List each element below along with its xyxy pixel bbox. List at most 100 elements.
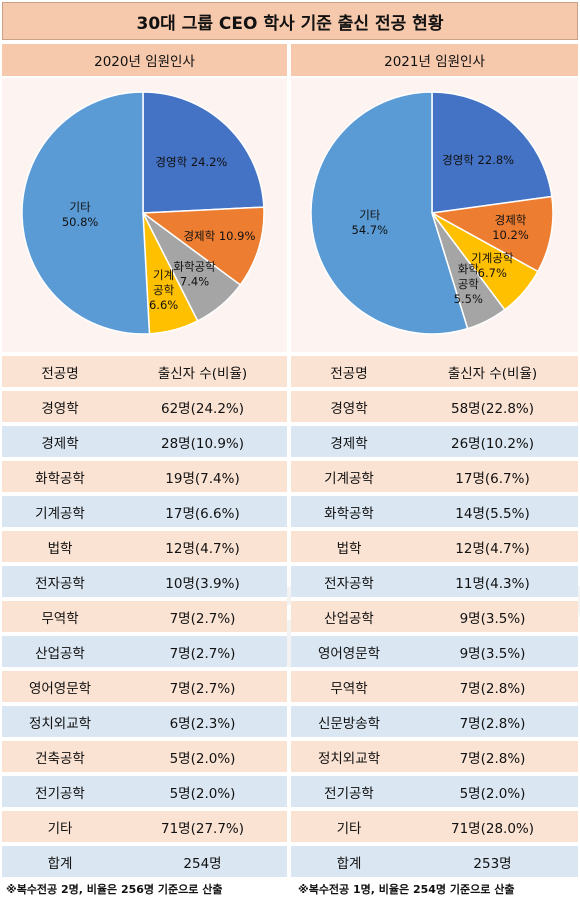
table-row: 무역학 7명(2.7%) — [2, 599, 287, 636]
table-row: 화학공학 19명(7.4%) — [2, 459, 287, 496]
count-cell: 71명(27.7%) — [118, 809, 287, 846]
major-name-cell: 법학 — [2, 529, 118, 566]
major-name-cell: 산업공학 — [2, 634, 118, 671]
pie-2020-label-2: 화학공학 7.4% — [173, 260, 216, 289]
table-row: 산업공학 9명(3.5%) — [291, 599, 578, 636]
pie-2020-label-1: 경제학 10.9% — [183, 229, 255, 243]
table-header-row: 전공명 출신자 수(비율) — [2, 356, 287, 391]
major-name-cell: 합계 — [291, 844, 407, 877]
pie-2020-slice-1 — [140, 206, 265, 287]
table-row: 기타 71명(27.7%) — [2, 809, 287, 846]
pie-chart-2021-svg: 경영학 22.8% 경제학 10.2% 기계공학 6.7%화학 공학 5.5% 기타 54.7% — [310, 91, 554, 335]
count-cell: 7명(2.8%) — [407, 669, 578, 706]
table-row: 건축공학 5명(2.0%) — [2, 739, 287, 776]
table-row: 기계공학 17명(6.7%) — [291, 459, 578, 496]
count-cell: 7명(2.8%) — [407, 704, 578, 741]
count-cell: 62명(24.2%) — [118, 389, 287, 426]
pie-2021-label-4: 기타 54.7% — [352, 208, 389, 237]
footnote-2020: ※복수전공 2명, 비율은 256명 기준으로 산출 — [6, 883, 223, 896]
major-name-cell: 기계공학 — [2, 494, 118, 531]
table-row: 전기공학 5명(2.0%) — [2, 774, 287, 811]
pie-2021-label-1: 경제학 10.2% — [492, 213, 529, 242]
count-cell: 10명(3.9%) — [118, 564, 287, 601]
count-cell: 14명(5.5%) — [407, 494, 578, 531]
table-row: 경제학 28명(10.9%) — [2, 424, 287, 461]
major-name-cell: 전자공학 — [2, 564, 118, 601]
count-cell: 7명(2.8%) — [407, 739, 578, 776]
pie-2021-slice-1 — [429, 195, 554, 273]
table-row: 무역학 7명(2.8%) — [291, 669, 578, 706]
table-row: 경영학 58명(22.8%) — [291, 389, 578, 426]
count-cell: 17명(6.7%) — [407, 459, 578, 496]
table-row: 경영학 62명(24.2%) — [2, 389, 287, 426]
pie-2021-slice-4 — [310, 91, 469, 335]
major-name-cell: 화학공학 — [2, 459, 118, 496]
count-cell: 7명(2.7%) — [118, 634, 287, 671]
count-cell: 5명(2.0%) — [118, 774, 287, 811]
page-title: 30대 그룹 CEO 학사 기준 출신 전공 현황 — [2, 2, 578, 40]
major-name-cell: 무역학 — [291, 669, 407, 706]
table-total-row: 합계 254명 — [2, 844, 287, 877]
major-name-cell: 산업공학 — [291, 599, 407, 636]
header-count: 출신자 수(비율) — [407, 356, 578, 391]
count-cell: 19명(7.4%) — [118, 459, 287, 496]
header-major: 전공명 — [291, 356, 407, 391]
count-cell: 7명(2.7%) — [118, 669, 287, 706]
count-cell: 253명 — [407, 844, 578, 877]
major-name-cell: 정치외교학 — [291, 739, 407, 776]
pie-2021-label-3: 화학 공학 5.5% — [454, 262, 483, 306]
pie-2020-slice-0 — [142, 91, 265, 214]
count-cell: 11명(4.3%) — [407, 564, 578, 601]
table-row: 전자공학 11명(4.3%) — [291, 564, 578, 601]
table-row: 영어영문학 9명(3.5%) — [291, 634, 578, 671]
major-name-cell: 전기공학 — [291, 774, 407, 811]
table-row: 법학 12명(4.7%) — [291, 529, 578, 566]
major-name-cell: 경영학 — [2, 389, 118, 426]
count-cell: 17명(6.6%) — [118, 494, 287, 531]
major-name-cell: 신문방송학 — [291, 704, 407, 741]
chart-2020-title: 2020년 임원인사 — [2, 44, 287, 76]
table-total-row: 합계 253명 — [291, 844, 578, 877]
pie-2021-label-2: 기계공학 6.7% — [471, 251, 514, 280]
count-cell: 26명(10.2%) — [407, 424, 578, 461]
table-row: 전자공학 10명(3.9%) — [2, 564, 287, 601]
count-cell: 5명(2.0%) — [407, 774, 578, 811]
pie-2021-label-0: 경영학 22.8% — [442, 153, 514, 167]
table-row: 기타 71명(28.0%) — [291, 809, 578, 846]
major-name-cell: 기계공학 — [291, 459, 407, 496]
pie-chart-2020: 경영학 24.2% 경제학 10.9% 화학공학 7.4% 기계 공학 6.6% 기타 50.8… — [2, 78, 287, 352]
pie-chart-2021: 경영학 22.8% 경제학 10.2% 기계공학 6.7% 화학 공학 5.5% 기타 54.7% — [291, 78, 578, 352]
count-cell: 12명(4.7%) — [118, 529, 287, 566]
count-cell: 5명(2.0%) — [118, 739, 287, 776]
pie-2020-slice-4 — [21, 91, 151, 335]
count-cell: 12명(4.7%) — [407, 529, 578, 566]
count-cell: 254명 — [118, 844, 287, 877]
count-cell: 9명(3.5%) — [407, 634, 578, 671]
table-2021: 전공명 출신자 수(비율) 경영학 58명(22.8%) 경제학 26명(10.2%) 기계… — [291, 356, 578, 877]
table-row: 정치외교학 7명(2.8%) — [291, 739, 578, 776]
count-cell: 7명(2.7%) — [118, 599, 287, 636]
table-header-row: 전공명 출신자 수(비율) — [291, 356, 578, 391]
table-row: 화학공학 14명(5.5%) — [291, 494, 578, 531]
table-row: 영어영문학 7명(2.7%) — [2, 669, 287, 706]
major-name-cell: 전자공학 — [291, 564, 407, 601]
major-name-cell: 법학 — [291, 529, 407, 566]
major-name-cell: 무역학 — [2, 599, 118, 636]
major-name-cell: 전기공학 — [2, 774, 118, 811]
major-name-cell: 화학공학 — [291, 494, 407, 531]
table-row: 정치외교학 6명(2.3%) — [2, 704, 287, 741]
table-row: 산업공학 7명(2.7%) — [2, 634, 287, 671]
pie-2020-label-4: 기타 50.8% — [62, 200, 99, 229]
major-name-cell: 정치외교학 — [2, 704, 118, 741]
pie-2021-slice-0 — [431, 91, 553, 214]
table-row: 전기공학 5명(2.0%) — [291, 774, 578, 811]
pie-chart-2020-svg: 경영학 24.2% 경제학 10.9% 화학공학 7.4%기계 공학 6.6% 기타 50.8… — [21, 91, 265, 335]
table-2020: 전공명 출신자 수(비율) 경영학 62명(24.2%) 경제학 28명(10.9%) 화학… — [2, 356, 287, 877]
footnote-2021: ※복수전공 1명, 비율은 254명 기준으로 산출 — [298, 883, 515, 896]
count-cell: 71명(28.0%) — [407, 809, 578, 846]
table-row: 경제학 26명(10.2%) — [291, 424, 578, 461]
table-row: 신문방송학 7명(2.8%) — [291, 704, 578, 741]
pie-2020-label-3: 기계 공학 6.6% — [149, 268, 178, 312]
major-name-cell: 합계 — [2, 844, 118, 877]
major-name-cell: 기타 — [291, 809, 407, 846]
